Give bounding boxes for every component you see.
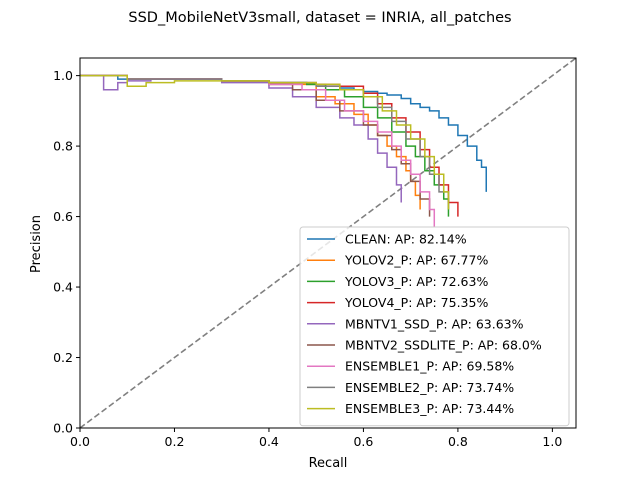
legend-label-8: ENSEMBLE3_P: AP: 73.44% bbox=[345, 401, 514, 416]
chart-title: SSD_MobileNetV3small, dataset = INRIA, a… bbox=[128, 10, 511, 26]
y-tick-label: 0.0 bbox=[53, 421, 73, 436]
legend-label-0: CLEAN: AP: 82.14% bbox=[345, 232, 467, 247]
legend-label-2: YOLOV3_P: AP: 72.63% bbox=[344, 274, 488, 289]
x-tick-label: 0.0 bbox=[70, 434, 90, 449]
series-line-8 bbox=[80, 74, 450, 210]
x-tick-label: 0.2 bbox=[165, 434, 185, 449]
x-tick-label: 0.8 bbox=[448, 434, 468, 449]
legend-label-6: ENSEMBLE1_P: AP: 69.58% bbox=[345, 359, 514, 374]
y-tick-label: 0.6 bbox=[53, 209, 73, 224]
y-tick-label: 0.4 bbox=[53, 280, 73, 295]
series-line-4 bbox=[80, 74, 402, 203]
y-tick-label: 0.8 bbox=[53, 139, 73, 154]
legend-label-3: YOLOV4_P: AP: 75.35% bbox=[344, 295, 488, 310]
legend-label-7: ENSEMBLE2_P: AP: 73.74% bbox=[345, 380, 514, 395]
legend-label-1: YOLOV2_P: AP: 67.77% bbox=[344, 253, 488, 268]
legend-label-5: MBNTV2_SSDLITE_P: AP: 68.0% bbox=[345, 338, 542, 353]
y-tick-label: 0.2 bbox=[53, 350, 73, 365]
x-tick-label: 1.0 bbox=[542, 434, 562, 449]
plot-area: 0.0 0.2 0.4 0.6 0.8 1.0 0.0 0.2 0.4 0.6 0.8 1.0 bbox=[53, 57, 577, 449]
y-tick-label: 1.0 bbox=[53, 68, 73, 83]
y-axis-label: Precision bbox=[29, 215, 44, 273]
axes-frame bbox=[79, 57, 577, 429]
legend-label-4: MBNTV1_SSD_P: AP: 63.63% bbox=[345, 316, 524, 331]
x-tick-label: 0.4 bbox=[259, 434, 279, 449]
x-axis-label: Recall bbox=[309, 456, 348, 471]
legend-box bbox=[299, 226, 570, 427]
legend: CLEAN: AP: 82.14% YOLOV2_P: AP: 67.77% YOL… bbox=[299, 226, 570, 427]
x-tick-label: 0.6 bbox=[353, 434, 373, 449]
